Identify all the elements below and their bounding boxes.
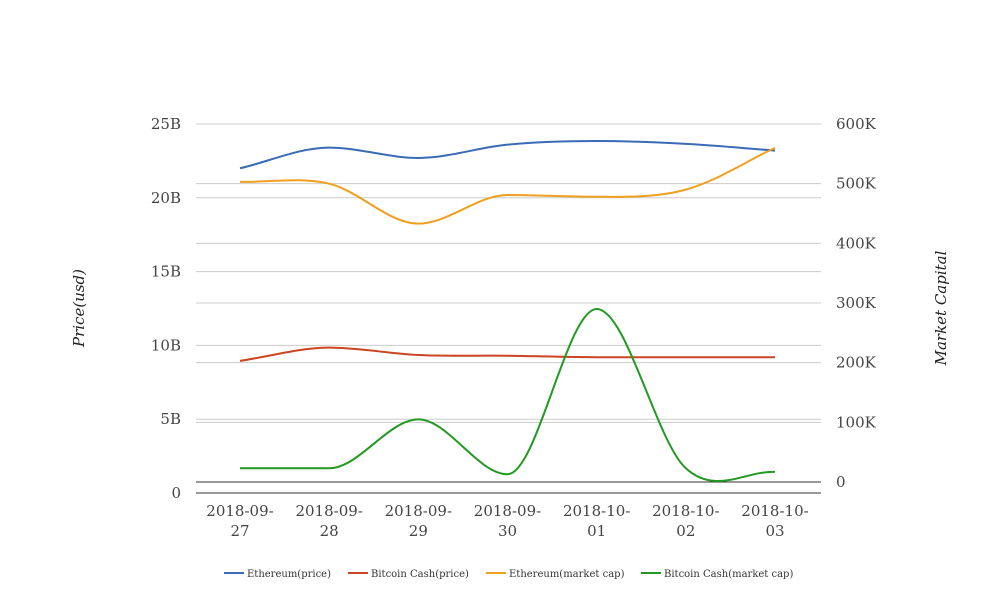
y-left-tick-label: 0 — [171, 484, 181, 502]
legend-label-1: Bitcoin Cash(price) — [371, 569, 469, 580]
y-left-tick-label: 25B — [151, 115, 181, 133]
series-line-1 — [239, 346, 775, 362]
legend-label-2: Ethereum(market cap) — [509, 569, 625, 580]
x-tick-label: 2018-10-02 — [652, 502, 719, 540]
y-left-tick-label: 5B — [160, 410, 181, 428]
x-tick-label: 2018-09-29 — [385, 502, 452, 540]
y-right-tick-label: 0 — [836, 473, 846, 491]
y-right-tick-label: 300K — [836, 294, 877, 312]
y-right-tick-label: 500K — [836, 175, 877, 193]
legend-label-3: Bitcoin Cash(market cap) — [664, 569, 793, 580]
x-tick-label: 2018-10-01 — [563, 502, 630, 540]
y-left-axis-title: Price(usd) — [70, 269, 88, 348]
y-right-tick-label: 100K — [836, 413, 877, 431]
series-line-3 — [240, 307, 776, 483]
y-left-tick-label: 15B — [151, 263, 181, 281]
x-tick-label: 2018-09-30 — [474, 502, 541, 540]
y-left-tick-label: 10B — [151, 336, 181, 354]
x-tick-label: 2018-09-27 — [206, 502, 273, 540]
y-right-axis-title: Market Capital — [932, 250, 950, 366]
y-left-tick-label: 20B — [151, 189, 181, 207]
x-tick-label: 2018-09-28 — [295, 502, 362, 540]
y-right-tick-label: 200K — [836, 354, 877, 372]
legend-label-0: Ethereum(price) — [247, 569, 331, 580]
x-tick-label: 2018-10-03 — [741, 502, 808, 540]
series-line-2 — [239, 146, 776, 225]
y-right-tick-label: 600K — [836, 115, 877, 133]
series-line-0 — [239, 139, 776, 170]
y-right-tick-label: 400K — [836, 234, 877, 252]
